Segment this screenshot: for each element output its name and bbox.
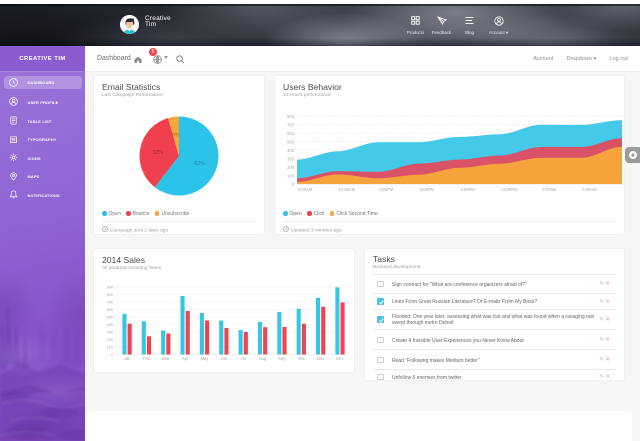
svg-text:May: May <box>200 356 209 361</box>
svg-text:300: 300 <box>107 331 113 335</box>
svg-text:Jul: Jul <box>241 356 246 361</box>
svg-text:400: 400 <box>287 148 295 153</box>
svg-text:Jun: Jun <box>220 356 227 361</box>
svg-text:0: 0 <box>292 182 295 187</box>
svg-text:Aug: Aug <box>259 356 267 361</box>
svg-text:6%: 6% <box>172 133 180 139</box>
svg-text:200: 200 <box>287 165 295 170</box>
svg-text:Feb: Feb <box>143 356 151 361</box>
svg-text:600: 600 <box>107 308 113 312</box>
svg-text:800: 800 <box>287 114 295 119</box>
svg-text:100: 100 <box>107 346 113 350</box>
svg-text:Oct: Oct <box>298 356 305 361</box>
svg-text:700: 700 <box>107 301 113 305</box>
svg-text:6:00AM: 6:00AM <box>582 187 597 192</box>
svg-text:6:00PM: 6:00PM <box>420 187 435 192</box>
svg-text:12:00AM: 12:00AM <box>339 187 356 192</box>
svg-text:12:00PM: 12:00PM <box>501 187 518 192</box>
svg-text:800: 800 <box>107 293 113 297</box>
svg-text:900: 900 <box>107 286 113 290</box>
svg-text:400: 400 <box>107 323 113 327</box>
svg-text:32%: 32% <box>153 150 164 156</box>
svg-text:0: 0 <box>111 353 113 357</box>
svg-text:Sep: Sep <box>278 356 286 361</box>
svg-text:3:00AM: 3:00AM <box>542 187 557 192</box>
svg-text:9:00PM: 9:00PM <box>461 187 476 192</box>
svg-text:600: 600 <box>287 131 295 136</box>
svg-text:Nov: Nov <box>317 356 325 361</box>
svg-text:62%: 62% <box>194 161 205 167</box>
svg-text:Dec: Dec <box>336 356 343 361</box>
svg-text:700: 700 <box>287 123 295 128</box>
svg-text:300: 300 <box>287 157 295 162</box>
svg-text:500: 500 <box>107 316 113 320</box>
svg-text:Apr: Apr <box>182 356 189 361</box>
svg-text:9:00AM: 9:00AM <box>298 187 313 192</box>
svg-text:Mar: Mar <box>162 356 170 361</box>
svg-text:3:00PM: 3:00PM <box>379 187 394 192</box>
svg-text:Jan: Jan <box>124 356 131 361</box>
svg-text:100: 100 <box>287 174 295 179</box>
svg-text:500: 500 <box>287 140 295 145</box>
svg-text:200: 200 <box>107 338 113 342</box>
